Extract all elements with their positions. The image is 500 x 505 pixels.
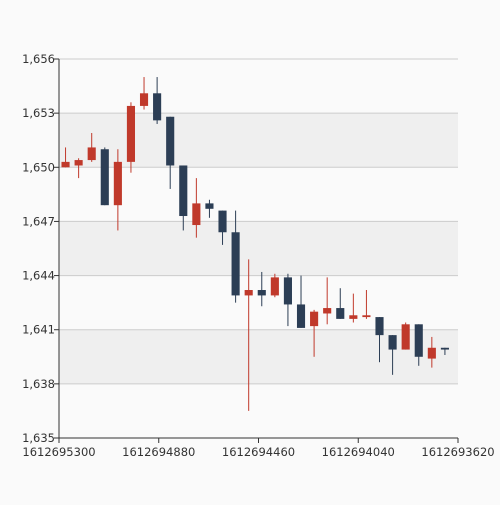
candle-up: [244, 290, 253, 296]
y-tick-label: 1,644: [22, 269, 55, 283]
plot-band: [59, 59, 458, 114]
candle-up: [61, 161, 70, 168]
candle-up: [113, 161, 122, 206]
candle-up: [401, 324, 410, 350]
plot-band: [59, 329, 458, 384]
x-tick-label: 1612693620: [421, 445, 494, 459]
candle-down: [179, 165, 188, 217]
plot-band: [59, 167, 458, 222]
plot-band: [59, 383, 458, 438]
candle-up: [192, 203, 201, 226]
x-tick-label: 1612694040: [322, 445, 395, 459]
candle-down: [257, 290, 266, 296]
candle-up: [126, 105, 136, 162]
y-tick-label: 1,641: [22, 323, 55, 337]
x-tick-label: 1612695300: [22, 445, 95, 459]
candles: [61, 77, 449, 411]
candle-down: [388, 335, 397, 350]
y-tick-label: 1,650: [22, 160, 55, 174]
candle-down: [440, 347, 449, 350]
y-tick-label: 1,638: [22, 377, 55, 391]
plot-band: [59, 275, 458, 330]
candle-up: [87, 147, 96, 161]
candle-down: [100, 149, 109, 206]
candle-down: [283, 277, 292, 305]
y-tick-label: 1,656: [22, 52, 55, 66]
candle-up: [349, 315, 358, 319]
axes: [54, 58, 459, 443]
candle-down: [166, 116, 175, 166]
y-tick-label: 1,635: [22, 431, 55, 445]
y-tick-label: 1,653: [22, 106, 55, 120]
candle-down: [414, 324, 423, 357]
candle-up: [362, 315, 371, 318]
candle-up: [310, 311, 319, 327]
y-tick-label: 1,647: [22, 214, 55, 228]
x-tick-label: 1612694880: [122, 445, 195, 459]
candle-down: [231, 232, 240, 296]
candle-down: [218, 210, 227, 233]
candle-up: [139, 93, 149, 106]
plot-band: [59, 113, 458, 168]
y-tick-labels: 1,635 1,638 1,641 1,644 1,647 1,650 1,653 1,656: [22, 52, 55, 445]
plot-bands: [59, 59, 458, 438]
candle-up: [74, 160, 83, 166]
candle-down: [336, 308, 345, 319]
candle-up: [427, 347, 436, 359]
candle-up: [323, 308, 332, 314]
candle-down: [296, 304, 306, 328]
x-tick-label: 1612694460: [222, 445, 295, 459]
candle-down: [375, 317, 384, 336]
candle-up: [270, 277, 279, 296]
candle-down: [205, 203, 214, 209]
plot-band: [59, 221, 458, 276]
x-tick-labels: 1612695300 1612694880 1612694460 1612694040…: [22, 445, 494, 459]
candle-down: [153, 93, 162, 121]
